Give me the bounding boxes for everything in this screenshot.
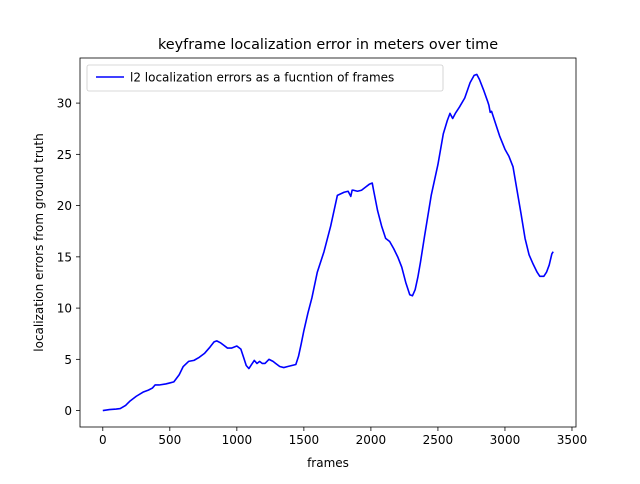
plot-area <box>102 73 554 412</box>
legend: l2 localization errors as a fucntion of … <box>86 64 444 92</box>
y-tick-label: 20 <box>57 199 72 213</box>
y-tick-label: 25 <box>57 148 72 162</box>
x-tick-label: 3500 <box>557 433 588 447</box>
y-axis-label: localization errors from ground truth <box>32 133 46 351</box>
y-tick-label: 15 <box>57 250 72 264</box>
y-tick-label: 30 <box>57 97 72 111</box>
x-tick-label: 1500 <box>289 433 320 447</box>
legend-entry: l2 localization errors as a fucntion of … <box>130 71 394 85</box>
y-tick-label: 5 <box>64 353 72 367</box>
x-tick-label: 2000 <box>356 433 387 447</box>
axes-frame <box>79 57 577 428</box>
x-tick-label: 1000 <box>222 433 253 447</box>
x-axis: 0 500 1000 1500 2000 2500 3000 3500 <box>99 427 587 447</box>
x-tick-label: 0 <box>99 433 107 447</box>
series-line-0 <box>102 73 554 412</box>
chart-title: keyframe localization error in meters ov… <box>158 37 498 53</box>
y-axis: 0 5 10 15 20 25 30 <box>57 97 80 418</box>
x-tick-label: 3000 <box>490 433 521 447</box>
x-tick-label: 2500 <box>423 433 454 447</box>
x-tick-label: 500 <box>158 433 181 447</box>
x-axis-label: frames <box>307 456 349 470</box>
y-tick-label: 10 <box>57 302 72 316</box>
y-tick-label: 0 <box>64 404 72 418</box>
legend-box <box>86 64 444 92</box>
